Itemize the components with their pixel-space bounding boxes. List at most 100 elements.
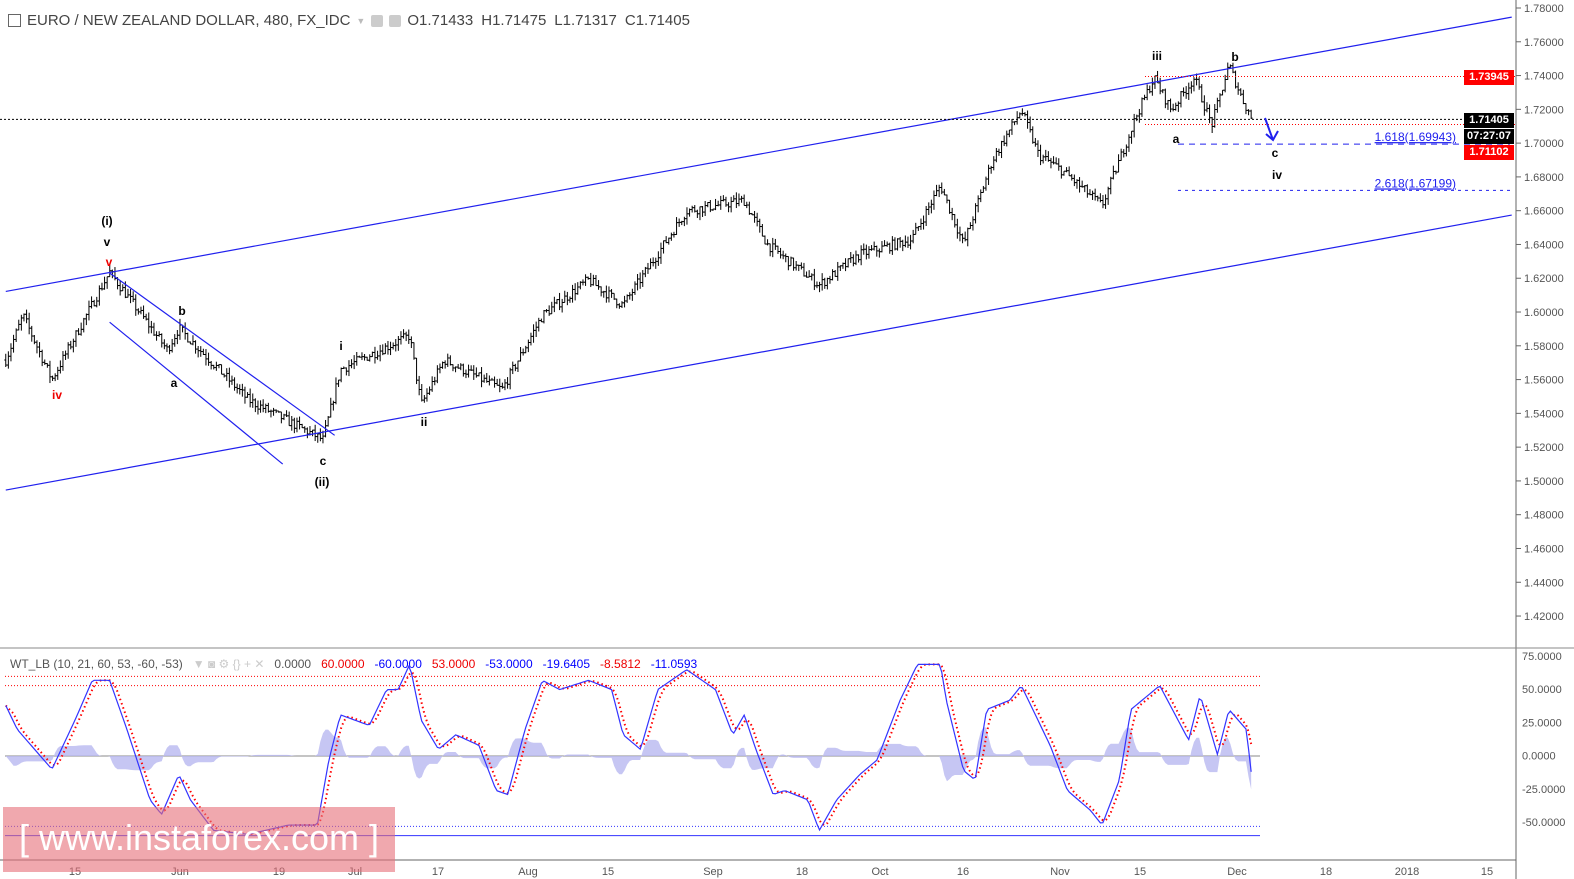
collapse-icon[interactable] — [8, 14, 21, 27]
price-bar — [103, 276, 107, 290]
price-bar — [48, 360, 52, 384]
price-bar — [253, 398, 257, 413]
price-bar — [729, 196, 733, 213]
price-bar — [810, 273, 814, 281]
price-bar — [857, 254, 861, 263]
price-bar — [95, 296, 99, 308]
price-bar — [53, 373, 57, 382]
price-bar — [503, 379, 507, 391]
price-bar — [225, 368, 229, 382]
price-bar — [987, 164, 991, 185]
price-bar — [706, 202, 710, 208]
price-bar — [823, 277, 827, 289]
price-bar — [542, 309, 546, 324]
settings-icons[interactable]: ▼ ◙ ⚙ {} + ✕ — [192, 657, 265, 671]
price-bar — [209, 360, 213, 370]
price-bar — [701, 206, 705, 217]
price-bar — [768, 243, 772, 257]
price-bar — [599, 286, 603, 297]
price-bar — [1182, 87, 1186, 97]
price-bar — [581, 279, 585, 286]
price-bar — [989, 165, 993, 174]
indicator-value: 60.0000 — [321, 657, 365, 671]
price-bar — [329, 397, 333, 418]
price-bar — [1070, 173, 1074, 181]
time-tick-label: Sep — [703, 866, 723, 878]
price-bar — [584, 274, 588, 286]
price-bar — [659, 242, 663, 264]
price-bar — [45, 363, 49, 368]
wave-label: iii — [1152, 49, 1162, 63]
price-bar — [1158, 77, 1162, 95]
price-bar — [597, 280, 601, 290]
price-bar — [976, 195, 980, 213]
price-bar — [269, 409, 273, 418]
price-bar — [233, 377, 237, 391]
price-bar — [1000, 140, 1004, 159]
price-bar — [571, 284, 575, 303]
price-bar — [974, 203, 978, 224]
price-bar — [781, 250, 785, 260]
price-bar — [537, 317, 541, 332]
price-bar — [753, 210, 757, 223]
price-bar — [230, 375, 234, 385]
price-bar — [303, 426, 307, 433]
last-price-tag: 1.71405 — [1464, 113, 1514, 128]
price-bar — [134, 294, 138, 316]
price-bar — [238, 384, 242, 395]
price-bar — [69, 340, 73, 350]
price-bar — [833, 269, 837, 277]
price-bar — [105, 276, 109, 289]
price-bar — [1005, 130, 1009, 147]
price-bar — [1174, 102, 1178, 111]
price-bar — [399, 331, 403, 345]
price-bar — [708, 200, 712, 213]
price-bar — [807, 270, 811, 278]
wave-label: i — [339, 339, 342, 353]
price-bar — [1078, 177, 1082, 193]
price-bar — [885, 241, 889, 247]
price-bar — [771, 237, 775, 258]
price-bar — [1075, 179, 1079, 189]
price-bar — [1039, 144, 1043, 166]
dropdown-icon[interactable]: ▼ — [356, 15, 366, 26]
price-bar — [610, 289, 614, 298]
price-bar — [506, 377, 510, 389]
price-bar — [867, 246, 871, 259]
price-bar — [898, 236, 902, 248]
price-bar — [646, 262, 650, 274]
price-bar — [890, 236, 894, 255]
symbol-title[interactable]: EURO / NEW ZEALAND DOLLAR, 480, FX_IDC — [27, 12, 351, 29]
price-bar — [651, 257, 655, 267]
time-tick-label: Dec — [1227, 866, 1247, 878]
price-bar — [495, 378, 499, 386]
price-bar — [446, 353, 450, 367]
price-bar — [955, 218, 959, 239]
ohlc-values: O1.71433 H1.71475 L1.71317 C1.71405 — [407, 12, 698, 29]
price-bar — [1145, 84, 1149, 101]
price-bar — [760, 224, 764, 237]
price-bar — [669, 232, 673, 241]
price-bar — [649, 258, 653, 270]
price-bar — [784, 253, 788, 263]
price-bar — [958, 226, 962, 242]
price-bar — [183, 322, 187, 340]
price-bar — [1163, 88, 1167, 109]
price-bar — [721, 195, 725, 202]
price-bar — [386, 340, 390, 355]
price-bar — [43, 359, 47, 365]
price-bar — [256, 400, 260, 415]
price-bar — [688, 208, 692, 217]
price-bar — [56, 366, 60, 380]
indicator-name[interactable]: WT_LB (10, 21, 60, 53, -60, -53) — [10, 657, 183, 671]
gear-icon[interactable] — [389, 14, 402, 27]
price-bar — [1140, 97, 1144, 117]
price-bar — [430, 376, 434, 392]
price-bar — [422, 395, 426, 403]
price-bar — [825, 277, 829, 290]
trendline — [5, 16, 1512, 293]
eye-icon[interactable] — [371, 14, 384, 27]
price-bar — [352, 355, 356, 370]
price-bar — [545, 308, 549, 313]
